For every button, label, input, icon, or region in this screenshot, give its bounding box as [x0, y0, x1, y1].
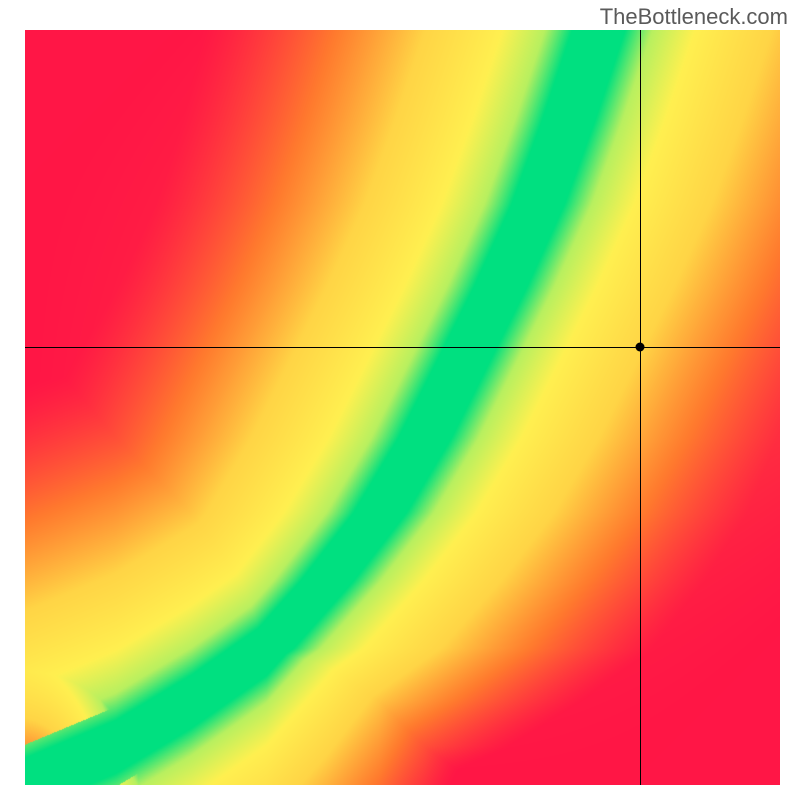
crosshair-horizontal	[25, 347, 780, 348]
heatmap-canvas	[25, 30, 780, 785]
bottleneck-heatmap	[25, 30, 780, 785]
watermark-text: TheBottleneck.com	[600, 4, 788, 30]
crosshair-marker[interactable]	[636, 343, 645, 352]
crosshair-vertical	[640, 30, 641, 785]
